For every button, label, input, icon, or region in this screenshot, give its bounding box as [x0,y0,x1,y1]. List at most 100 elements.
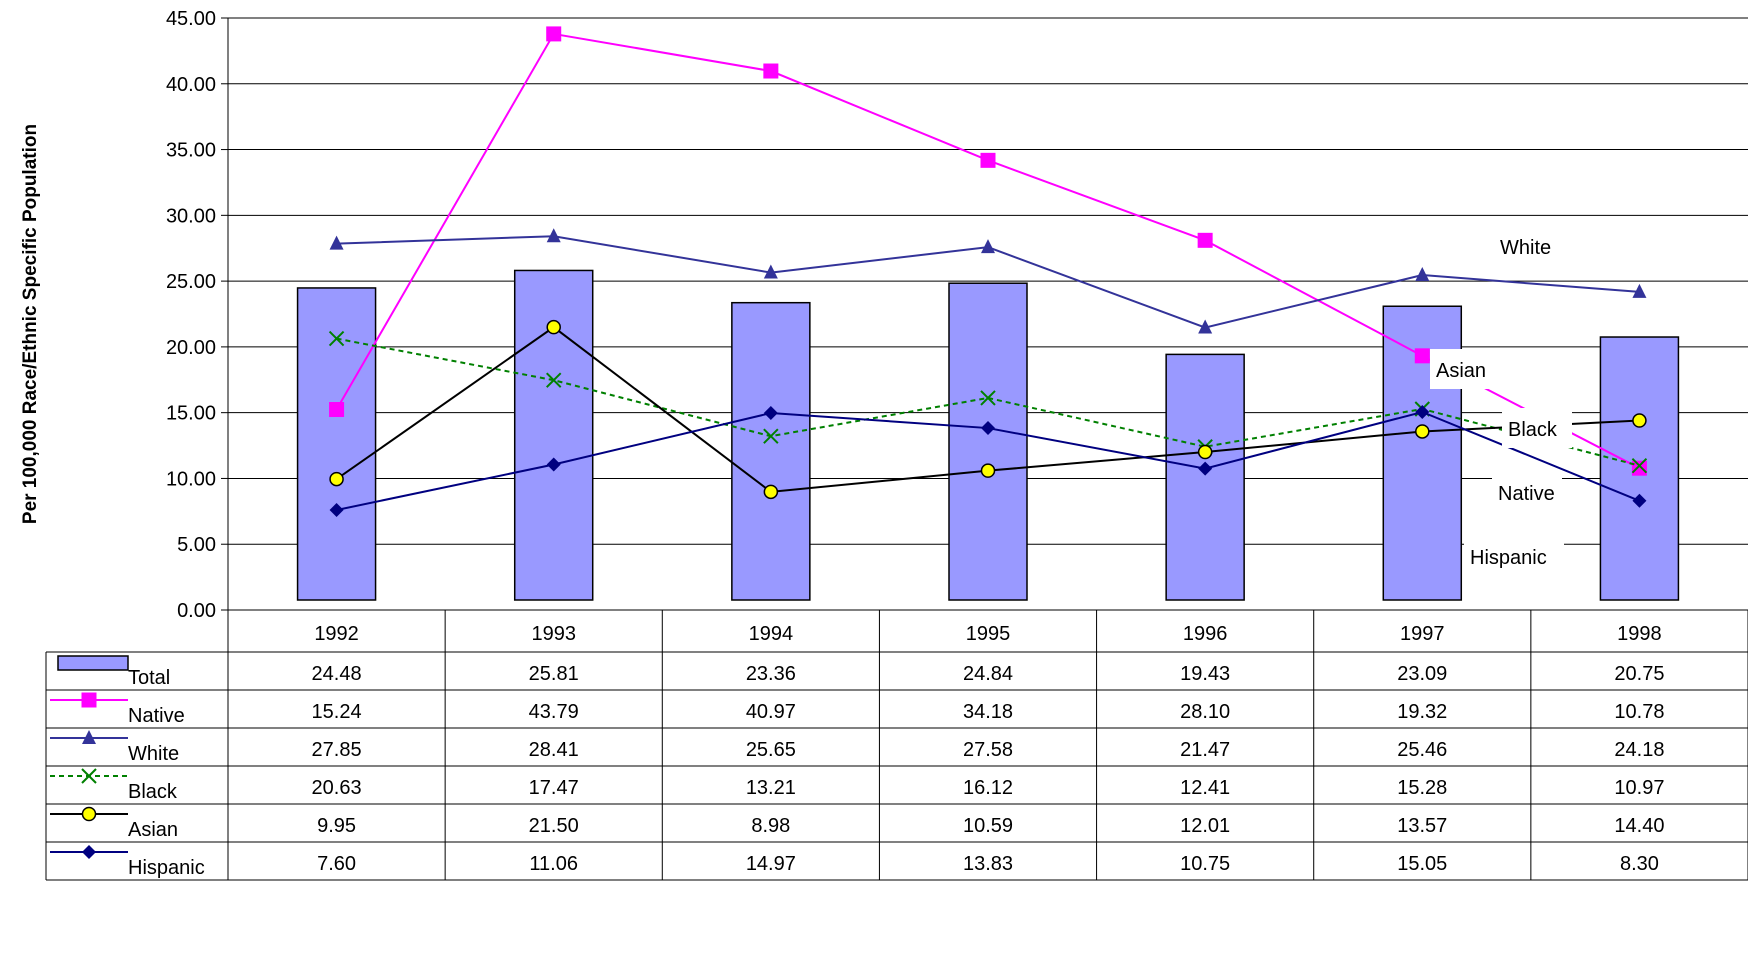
y-tick-label: 45.00 [166,8,216,30]
data-point-asian [1415,424,1430,439]
bar-total [948,282,1028,601]
data-point-native [980,152,996,168]
table-cell: 27.58 [963,739,1013,761]
legend-label-white: White [128,743,179,765]
table-cell: 20.75 [1614,663,1664,685]
marker-stroke [1631,457,1648,474]
table-cell: 13.21 [746,777,796,799]
y-tick-label: 30.00 [166,205,216,227]
end-label-white: White [1500,237,1551,259]
marker-stroke [328,330,345,347]
data-point-white [1415,267,1430,282]
table-cell: 13.83 [963,853,1013,875]
end-label-black: Black [1508,419,1558,441]
table-cell: 17.47 [529,777,579,799]
data-point-white [329,235,344,250]
table-cell: 15.05 [1397,853,1447,875]
legend-label-asian: Asian [128,819,178,841]
data-point-hispanic [981,421,995,436]
table-cell: 24.18 [1614,739,1664,761]
data-point-asian [546,319,561,335]
data-point-black [1631,457,1648,474]
data-point-white [546,228,561,243]
data-point-hispanic [763,406,778,421]
data-point-black [763,428,779,444]
y-tick-label: 25.00 [166,271,216,293]
legend-label-total: Total [128,667,170,689]
y-axis-label: Per 100,000 Race/Ethnic Specific Populat… [20,124,41,524]
data-point-asian [1632,413,1647,428]
table-cell: 25.81 [529,663,579,685]
end-label-native: Native [1498,483,1555,505]
table-header-year: 1994 [749,623,794,645]
legend-marker-native [81,692,97,708]
end-label-bg [1492,472,1562,512]
end-label-asian: Asian [1436,360,1486,382]
data-point-hispanic [329,503,344,518]
table-cell: 8.30 [1620,853,1659,875]
legend-marker-hispanic [82,845,96,859]
data-point-asian [1197,444,1213,460]
table-cell: 14.97 [746,853,796,875]
data-point-white [981,239,995,254]
y-tick-label: 20.00 [166,337,216,359]
data-point-native [1197,232,1213,248]
data-point-hispanic [1415,405,1430,420]
data-point-hispanic [1198,461,1213,476]
table-cell: 12.01 [1180,815,1230,837]
data-point-hispanic [1632,493,1647,508]
y-tick-label: 40.00 [166,74,216,96]
marker-stroke [81,768,97,784]
table-header-year: 1998 [1617,623,1662,645]
data-point-native [1631,460,1647,476]
data-point-native [763,63,779,79]
table-cell: 10.75 [1180,853,1230,875]
legend-marker-white [82,730,96,744]
line-series-native [329,26,1647,476]
data-point-asian [329,471,344,487]
table-cell: 10.59 [963,815,1013,837]
table-cell: 19.32 [1397,701,1447,723]
data-point-asian [980,463,996,478]
table-header-year: 1993 [531,623,576,645]
legend-marker-black [81,768,97,784]
data-point-white [1198,319,1213,334]
marker-stroke [980,390,996,406]
line-series [328,26,1648,518]
end-label-bg [1464,536,1564,576]
table-cell: 40.97 [746,701,796,723]
table-cell: 34.18 [963,701,1013,723]
data-point-black [980,390,996,406]
y-tick-label: 10.00 [166,468,216,490]
table-cell: 11.06 [529,853,578,875]
table-header-year: 1992 [314,623,359,645]
table-cell: 20.63 [312,777,362,799]
data-point-native [546,26,562,42]
table-cell: 8.98 [751,815,790,837]
bar-total [296,287,377,601]
table-cell: 9.95 [317,815,356,837]
table-cell: 14.40 [1614,815,1664,837]
y-tick-label: 5.00 [177,534,216,556]
table-cell: 28.41 [529,739,579,761]
table-cell: 23.36 [746,663,796,685]
table-cell: 15.24 [312,701,362,723]
table-header-year: 1996 [1183,623,1228,645]
legend-key-total [57,655,129,671]
marker-stroke [546,372,562,388]
end-label-hispanic: Hispanic [1470,547,1547,569]
table-cell: 24.84 [963,663,1013,685]
bar-total [731,301,811,601]
table-cell: 27.85 [312,739,362,761]
legend-marker-asian [81,806,97,822]
y-tick-label: 35.00 [166,140,216,162]
data-point-white [1632,283,1647,298]
data-point-white [763,264,778,279]
end-label-bg [1502,408,1572,448]
table-cell: 16.12 [963,777,1013,799]
table-cell: 10.97 [1614,777,1664,799]
y-axis: 0.00 5.00 10.00 15.00 20.00 25.00 30.00 35.00 40… [166,8,229,622]
legend-label-native: Native [128,705,185,727]
table-cell: 43.79 [529,701,579,723]
